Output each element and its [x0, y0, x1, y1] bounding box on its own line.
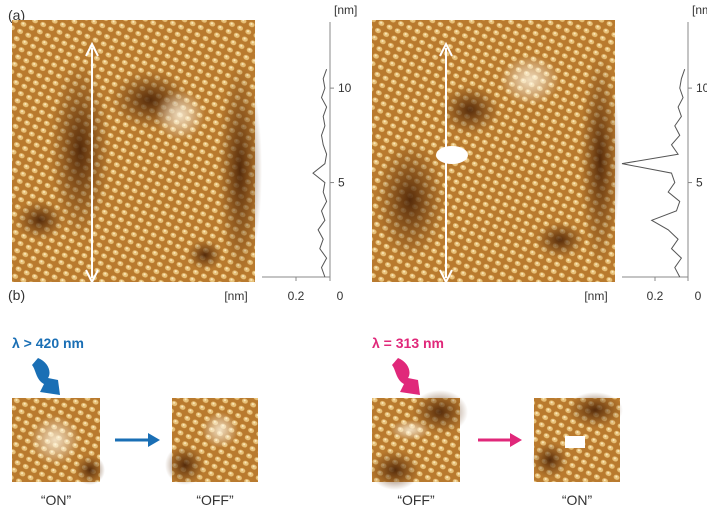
y-tick-label: 5: [338, 176, 345, 190]
profile-line: [313, 69, 327, 277]
wavelength-label: λ > 420 nm: [12, 335, 84, 351]
x-tick-label: 0: [695, 289, 702, 303]
x-axis-label: [nm]: [584, 289, 607, 303]
stm-image: [165, 398, 258, 485]
x-tick-label: 0.2: [288, 289, 305, 303]
x-axis-label: [nm]: [224, 289, 247, 303]
x-tick-label: 0.2: [647, 289, 664, 303]
stm-image: [12, 20, 262, 282]
y-tick-label: 10: [696, 81, 707, 95]
y-tick-label: 10: [338, 81, 352, 95]
state-caption: “ON”: [562, 492, 593, 508]
state-caption: “OFF”: [397, 492, 435, 508]
y-axis-label: [nm]: [334, 3, 357, 17]
stm-image: [12, 398, 105, 485]
y-axis-label: [nm]: [692, 3, 707, 17]
panel-label: (b): [8, 287, 25, 303]
profile-line: [622, 69, 685, 277]
stm-image: [532, 392, 623, 482]
wavelength-label: λ = 313 nm: [372, 335, 444, 351]
page: {"panel_labels":["(a)","(b)"], "chart_da…: [0, 0, 707, 524]
stm-image: [370, 390, 468, 490]
x-tick-label: 0: [337, 289, 344, 303]
figure: (a) (b) λ > 420 nm λ = 313 nm “ON” “OFF”…: [0, 0, 707, 519]
state-caption: “OFF”: [196, 492, 234, 508]
stm-image: [372, 20, 620, 282]
state-caption: “ON”: [41, 492, 72, 508]
y-tick-label: 5: [696, 176, 703, 190]
